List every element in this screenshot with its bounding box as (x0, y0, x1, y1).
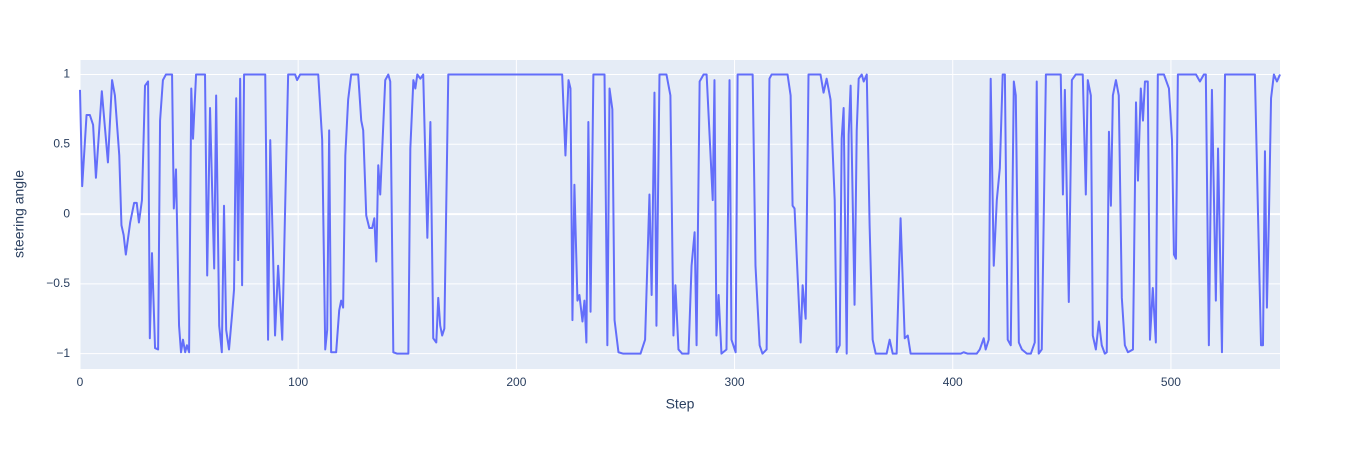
marks (79, 73, 1281, 355)
x-tick-label: 200 (506, 375, 526, 389)
y-tick-label: −0.5 (46, 276, 70, 290)
x-tick-label: 0 (77, 375, 84, 389)
y-axis-title: steering angle (11, 170, 27, 258)
labels: 0 100 200 300 400 500 −1 −0.5 0 0.5 1 (46, 67, 1181, 389)
x-axis-title: Step (666, 396, 695, 412)
y-tick-label: 0.5 (53, 136, 70, 150)
line-series (79, 73, 1281, 355)
x-tick-label: 400 (943, 375, 963, 389)
x-tick-label: 100 (288, 375, 308, 389)
y-tick-label: −1 (56, 346, 70, 360)
y-tick-label: 0 (63, 206, 70, 220)
y-tick-label: 1 (63, 67, 70, 81)
x-tick-label: 300 (725, 375, 745, 389)
x-tick-label: 500 (1161, 375, 1181, 389)
